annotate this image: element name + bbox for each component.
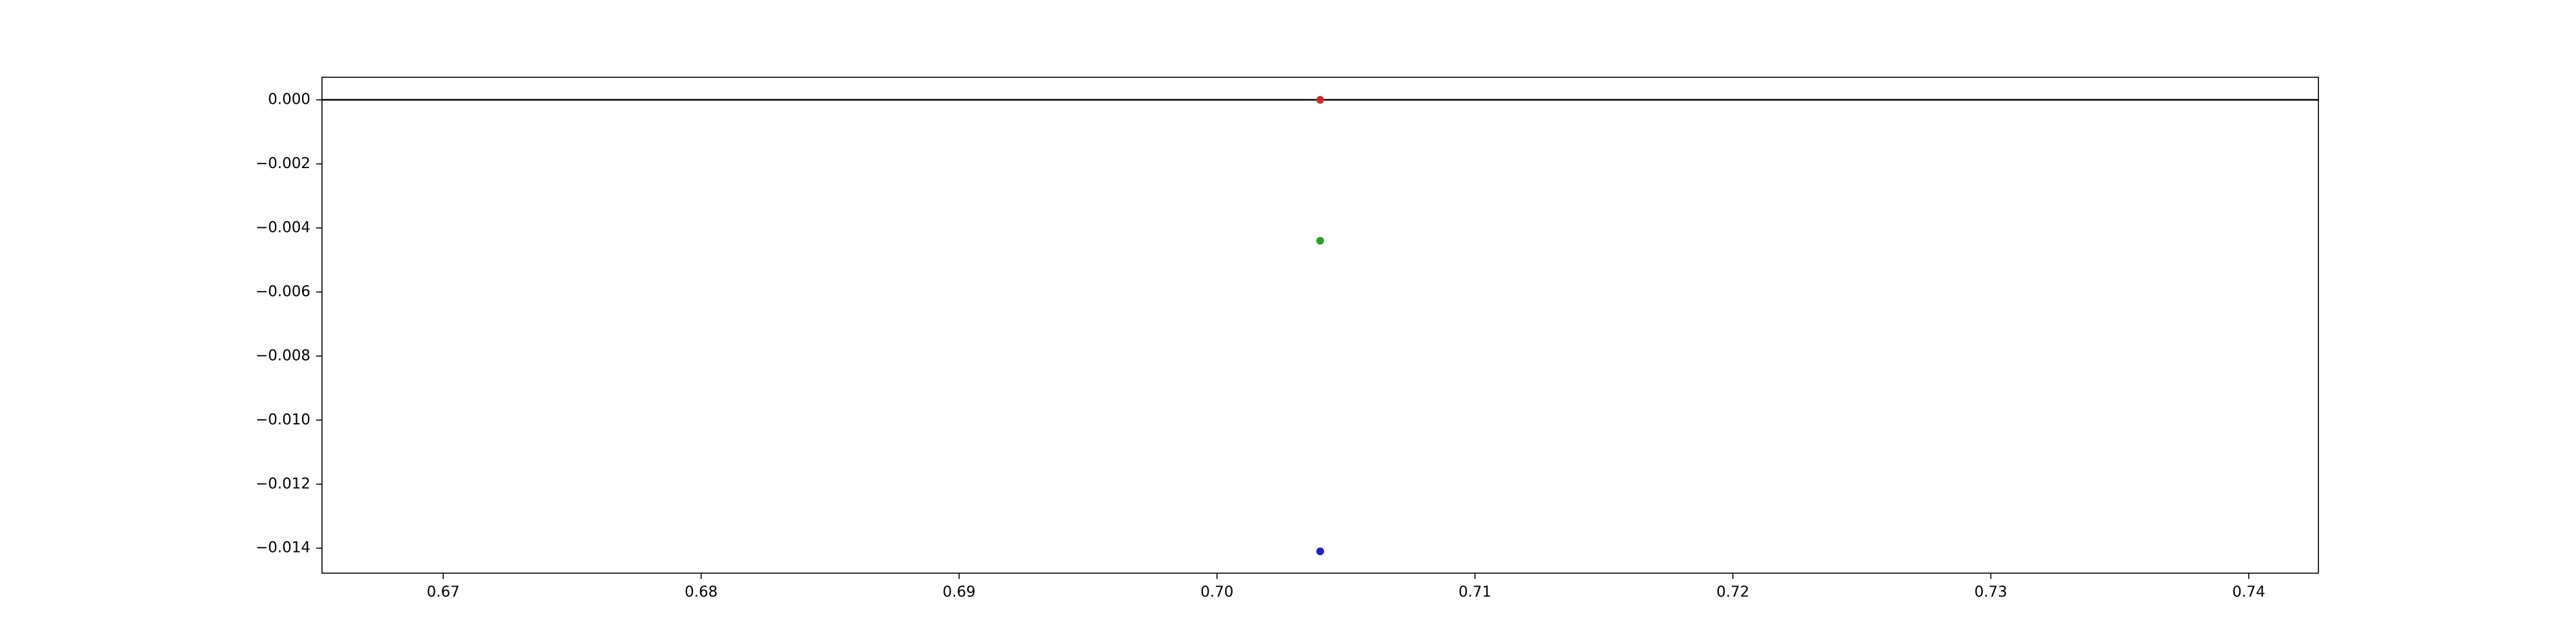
- y-tick-label: −0.012: [256, 475, 310, 492]
- y-tick-label: −0.006: [256, 283, 310, 300]
- axes-frame: [321, 77, 2319, 574]
- x-tick-label: 0.74: [2232, 584, 2265, 601]
- x-tick-label: 0.72: [1716, 584, 1749, 601]
- x-tick-label: 0.70: [1200, 584, 1233, 601]
- y-axis: 0.000 −0.002 −0.004 −0.006 −0.008 −0.010 −0.01…: [256, 91, 322, 556]
- y-tick-label: 0.000: [268, 91, 310, 108]
- data-points: [1316, 96, 1324, 556]
- data-point-2: [1316, 236, 1324, 245]
- y-tick-label: −0.010: [256, 412, 310, 428]
- data-point-3: [1316, 547, 1324, 556]
- x-tick-label: 0.71: [1459, 584, 1492, 601]
- y-tick-label: −0.002: [256, 155, 310, 172]
- x-tick-label: 0.68: [685, 584, 717, 601]
- x-tick-label: 0.69: [943, 584, 976, 601]
- y-tick-label: −0.008: [256, 347, 310, 364]
- y-tick-label: −0.014: [256, 540, 310, 556]
- x-axis: 0.67 0.68 0.69 0.70 0.71 0.72 0.73 0.74: [427, 573, 2265, 601]
- data-point-1: [1316, 96, 1324, 104]
- x-tick-label: 0.67: [427, 584, 460, 601]
- y-tick-label: −0.004: [256, 219, 310, 236]
- x-tick-label: 0.73: [1975, 584, 2007, 601]
- plot-area: [321, 77, 2319, 574]
